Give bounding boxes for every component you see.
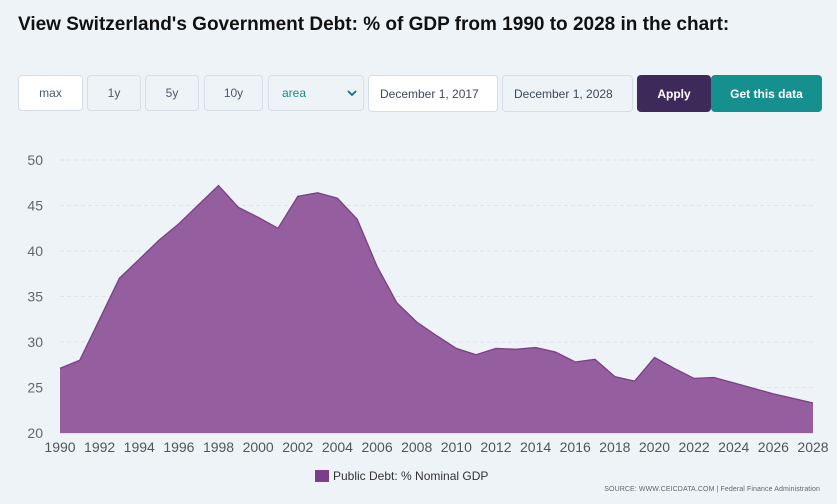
chart-type-value: area: [282, 86, 307, 100]
data-point: [98, 317, 102, 321]
data-point: [197, 203, 201, 207]
x-tick-label: 2004: [322, 439, 353, 455]
x-tick-label: 2020: [639, 439, 670, 455]
x-tick-label: 2014: [520, 439, 551, 455]
get-data-button[interactable]: Get this data: [711, 75, 822, 112]
data-point: [217, 184, 221, 188]
data-point: [236, 205, 240, 209]
data-point: [177, 222, 181, 226]
y-axis: 20 25 30 35 40 45 50: [27, 152, 43, 441]
data-point: [316, 191, 320, 195]
x-tick-label: 2016: [560, 439, 591, 455]
apply-button[interactable]: Apply: [637, 75, 711, 112]
x-tick-label: 1994: [124, 439, 155, 455]
y-tick-label: 45: [27, 198, 43, 214]
y-tick-label: 35: [27, 289, 43, 305]
legend: Public Debt: % Nominal GDP: [315, 469, 488, 483]
data-point: [375, 265, 379, 269]
chart-type-select[interactable]: area: [268, 75, 364, 111]
range-max-button[interactable]: max: [18, 75, 83, 111]
date-to-input[interactable]: December 1, 2028: [502, 75, 633, 112]
range-10y-button[interactable]: 10y: [204, 75, 263, 111]
x-tick-label: 2006: [361, 439, 392, 455]
date-from-input[interactable]: December 1, 2017: [368, 75, 498, 112]
data-point: [534, 346, 538, 350]
x-tick-label: 1998: [203, 439, 234, 455]
x-axis: 1990 1992 1994 1996 1998 2000 2002 2004 2006 2008…: [44, 439, 828, 455]
x-tick-label: 2018: [599, 439, 630, 455]
x-tick-label: 1990: [44, 439, 75, 455]
data-point: [791, 396, 795, 400]
x-tick-label: 2000: [243, 439, 274, 455]
data-point: [653, 356, 657, 360]
data-point: [811, 401, 815, 405]
data-point: [117, 276, 121, 280]
y-tick-label: 30: [27, 334, 43, 350]
data-point: [137, 257, 141, 261]
y-tick-label: 50: [27, 152, 43, 168]
data-point: [633, 379, 637, 383]
data-point: [335, 196, 339, 200]
series-line: [59, 184, 814, 404]
y-tick-label: 20: [27, 425, 43, 441]
data-point: [276, 226, 280, 230]
data-point: [415, 320, 419, 324]
data-point: [157, 238, 161, 242]
chevron-down-icon: [347, 90, 357, 97]
data-point: [256, 215, 260, 219]
data-point: [78, 358, 82, 362]
data-point: [296, 194, 300, 198]
data-point: [692, 376, 696, 380]
x-tick-label: 2002: [282, 439, 313, 455]
data-point: [494, 346, 498, 350]
x-tick-label: 1996: [163, 439, 194, 455]
data-point: [395, 301, 399, 305]
legend-swatch: [315, 470, 329, 482]
data-point: [771, 392, 775, 396]
x-tick-label: 2024: [718, 439, 749, 455]
legend-label: Public Debt: % Nominal GDP: [333, 469, 488, 483]
range-1y-button[interactable]: 1y: [87, 75, 141, 111]
range-5y-button[interactable]: 5y: [145, 75, 199, 111]
data-point: [474, 353, 478, 357]
x-tick-label: 2008: [401, 439, 432, 455]
x-tick-label: 2022: [679, 439, 710, 455]
area-layer: [58, 184, 815, 433]
x-tick-label: 2026: [758, 439, 789, 455]
chart-controls: max 1y 5y 10y area December 1, 2017 Dece…: [0, 75, 837, 113]
x-tick-label: 2028: [797, 439, 828, 455]
data-point: [752, 386, 756, 390]
x-tick-label: 1992: [84, 439, 115, 455]
data-point: [514, 347, 518, 351]
data-point: [712, 376, 716, 380]
data-point: [672, 366, 676, 370]
y-tick-label: 25: [27, 380, 43, 396]
source-note: SOURCE: WWW.CEICDATA.COM | Federal Finan…: [604, 486, 820, 493]
data-point: [573, 360, 577, 364]
data-point: [553, 350, 557, 354]
data-point: [732, 381, 736, 385]
x-tick-label: 2012: [480, 439, 511, 455]
area-fill: [60, 185, 813, 433]
y-tick-label: 40: [27, 243, 43, 259]
data-point: [355, 217, 359, 221]
data-point: [593, 357, 597, 361]
page-title: View Switzerland's Government Debt: % of…: [18, 14, 730, 35]
data-point: [613, 375, 617, 379]
data-point: [435, 334, 439, 338]
x-tick-label: 2010: [441, 439, 472, 455]
data-point: [454, 346, 458, 350]
data-point: [58, 366, 62, 370]
